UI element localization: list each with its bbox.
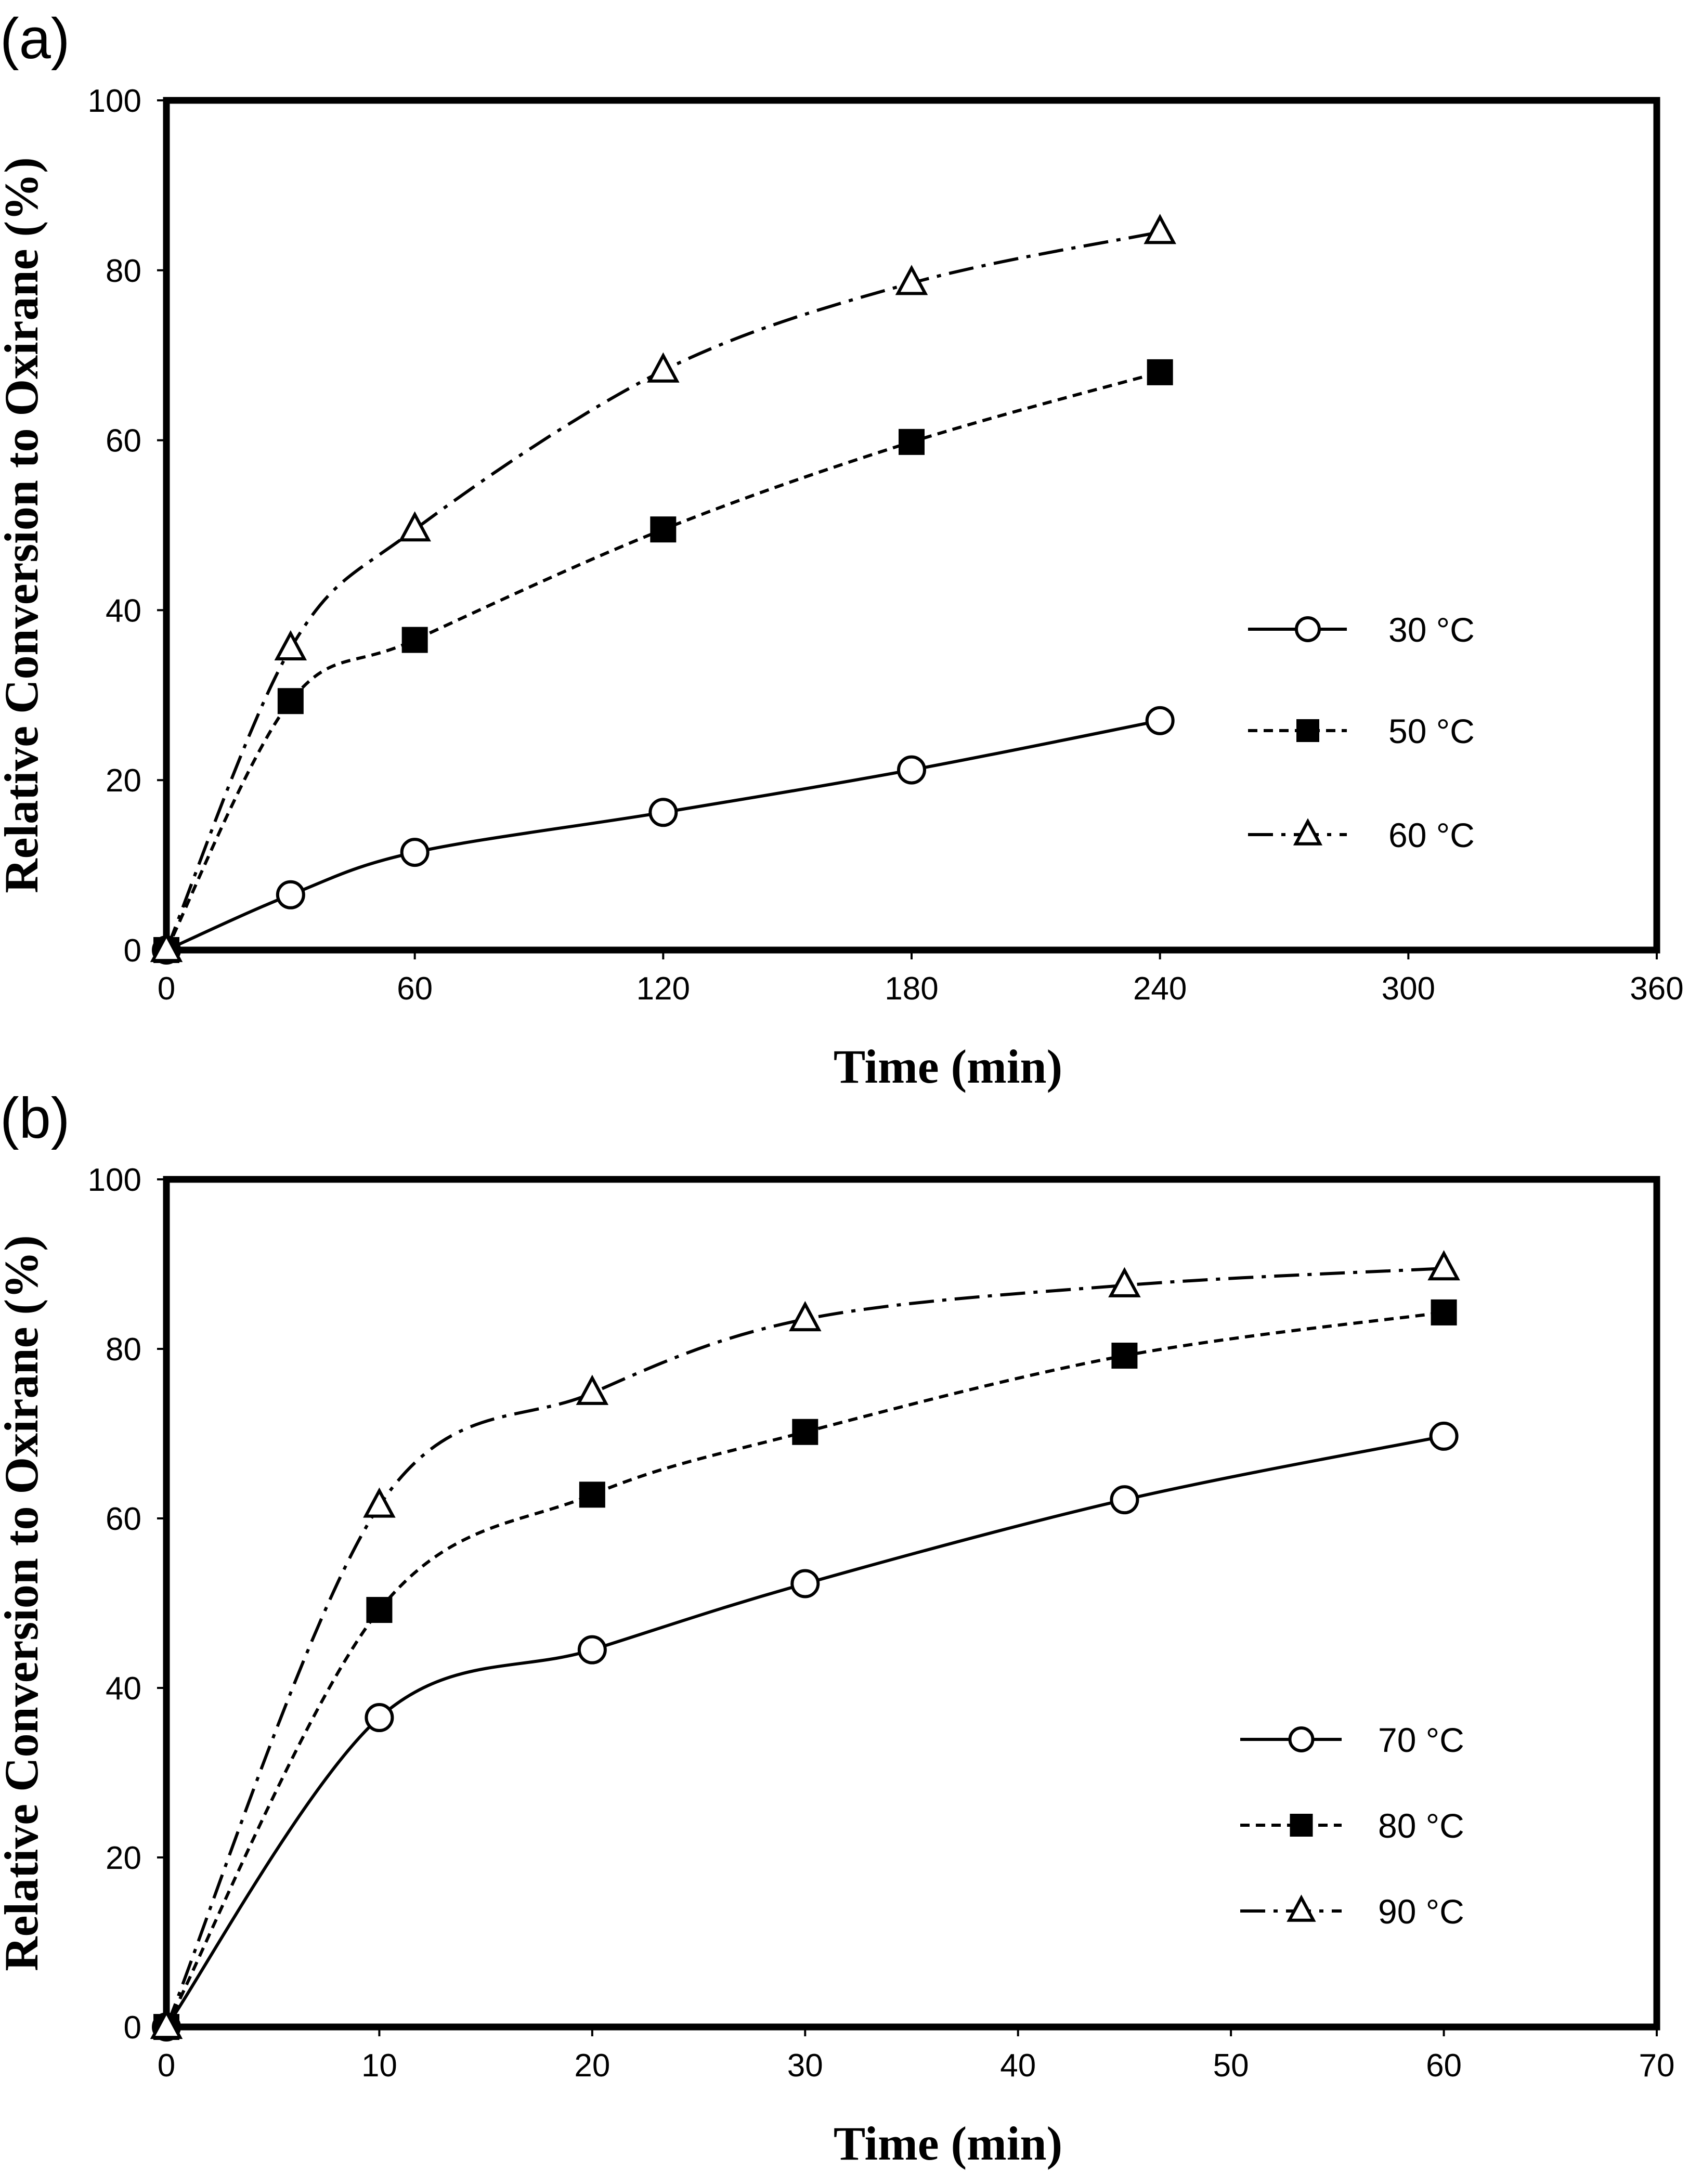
y-tick-label: 20 — [106, 763, 141, 799]
data-point-marker — [150, 2008, 183, 2039]
x-tick-label: 20 — [574, 2048, 610, 2084]
series-triangle-open-2 — [150, 214, 1176, 963]
y-tick-label: 100 — [88, 1162, 141, 1198]
data-point-marker — [579, 1481, 605, 1508]
data-point-marker — [897, 755, 926, 785]
y-tick-label: 60 — [106, 1501, 141, 1537]
series-square-filled-1 — [153, 359, 1173, 963]
x-tick-label: 40 — [1000, 2048, 1036, 2084]
data-point-marker — [577, 1635, 607, 1665]
data-point-marker — [366, 1597, 393, 1623]
data-point-marker — [1431, 1299, 1457, 1325]
x-tick-label: 60 — [1426, 2048, 1462, 2084]
data-point-marker — [277, 688, 304, 714]
series-square-filled-1 — [153, 1299, 1457, 2040]
legend-entry: 50 °C — [1248, 712, 1475, 750]
series-line — [165, 1267, 1444, 2028]
x-tick-label: 360 — [1630, 971, 1683, 1007]
legend-label: 90 °C — [1378, 1892, 1464, 1931]
series-line — [165, 1434, 1445, 2028]
data-point-marker — [400, 838, 430, 867]
legend-marker — [1287, 1894, 1316, 1922]
data-point-marker — [1145, 706, 1175, 735]
data-point-marker — [1147, 359, 1173, 385]
legend-entry: 90 °C — [1240, 1892, 1464, 1931]
y-tick-label: 80 — [106, 1332, 141, 1368]
data-point-marker — [650, 516, 677, 543]
legend-label: 50 °C — [1388, 712, 1475, 750]
series-circle-open-0 — [152, 1421, 1459, 2042]
x-tick-label: 50 — [1213, 2048, 1249, 2084]
data-point-marker — [647, 352, 680, 383]
data-point-marker — [789, 1301, 822, 1332]
data-point-marker — [895, 265, 928, 295]
x-axis-title: Time (min) — [834, 1040, 1062, 1093]
legend-marker — [1288, 1726, 1315, 1752]
series-line — [165, 719, 1161, 952]
data-point-marker — [1111, 1343, 1138, 1369]
y-axis-title: Relative Conversion to Oxirane (%) — [0, 1235, 48, 1971]
y-tick-label: 40 — [106, 1671, 141, 1707]
data-point-marker — [648, 798, 678, 827]
legend-marker — [1293, 818, 1323, 846]
y-tick-label: 0 — [124, 2010, 141, 2046]
data-point-marker — [365, 1703, 394, 1733]
y-tick-label: 0 — [124, 933, 141, 969]
data-point-marker — [401, 627, 428, 653]
legend-entry: 80 °C — [1240, 1806, 1464, 1845]
x-axis-title: Time (min) — [834, 2117, 1062, 2170]
data-point-marker — [1108, 1267, 1141, 1297]
legend-marker — [1290, 1814, 1313, 1837]
data-point-marker — [150, 931, 183, 963]
legend-label: 80 °C — [1378, 1806, 1464, 1845]
data-point-marker — [899, 428, 925, 455]
legend-entry: 70 °C — [1240, 1721, 1464, 1759]
legend-label: 60 °C — [1388, 816, 1475, 854]
legend-marker — [1295, 616, 1321, 642]
x-tick-label: 240 — [1133, 971, 1187, 1007]
y-tick-label: 20 — [106, 1840, 141, 1876]
x-tick-label: 0 — [158, 2048, 175, 2084]
plot-area-frame — [163, 1176, 1660, 2031]
chart-panel-a: (a) 0 60 120 180 240 300 360 0 20 40 60 80 100 Time (m… — [0, 7, 1684, 1093]
data-point-marker — [274, 630, 307, 661]
y-tick-label: 60 — [106, 423, 141, 459]
data-point-marker — [1427, 1250, 1460, 1281]
data-point-marker — [1110, 1485, 1139, 1515]
legend-marker — [1296, 719, 1319, 742]
x-tick-label: 10 — [361, 2048, 397, 2084]
panel-label: (a) — [0, 7, 70, 71]
x-tick-label: 300 — [1382, 971, 1435, 1007]
legend-label: 30 °C — [1388, 610, 1475, 649]
data-point-marker — [1429, 1421, 1459, 1451]
data-point-marker — [1144, 214, 1176, 244]
data-point-marker — [398, 511, 431, 542]
x-tick-label: 70 — [1639, 2048, 1675, 2084]
data-point-marker — [276, 880, 305, 909]
data-point-marker — [792, 1419, 818, 1445]
panel-label: (b) — [0, 1086, 70, 1150]
x-tick-label: 60 — [397, 971, 433, 1007]
series-line — [165, 370, 1161, 951]
legend-entry: 30 °C — [1248, 610, 1475, 649]
x-tick-label: 120 — [636, 971, 690, 1007]
series-line — [165, 1310, 1444, 2028]
y-tick-label: 100 — [88, 83, 141, 119]
data-point-marker — [576, 1374, 609, 1405]
x-tick-label: 180 — [885, 971, 938, 1007]
x-tick-label: 30 — [787, 2048, 823, 2084]
x-tick-label: 0 — [158, 971, 175, 1007]
series-circle-open-0 — [152, 706, 1175, 965]
series-triangle-open-2 — [150, 1250, 1460, 2039]
y-tick-label: 40 — [106, 593, 141, 629]
chart-panel-b: (b) 0 10 20 30 40 50 60 70 0 20 40 60 80 100 Time (min)… — [0, 1086, 1674, 2170]
legend-label: 70 °C — [1378, 1721, 1464, 1759]
series-line — [165, 230, 1161, 951]
legend-entry: 60 °C — [1248, 816, 1475, 854]
data-point-marker — [790, 1569, 820, 1598]
y-tick-label: 80 — [106, 253, 141, 289]
data-point-marker — [363, 1487, 396, 1518]
y-axis-title: Relative Conversion to Oxirane (%) — [0, 157, 48, 893]
